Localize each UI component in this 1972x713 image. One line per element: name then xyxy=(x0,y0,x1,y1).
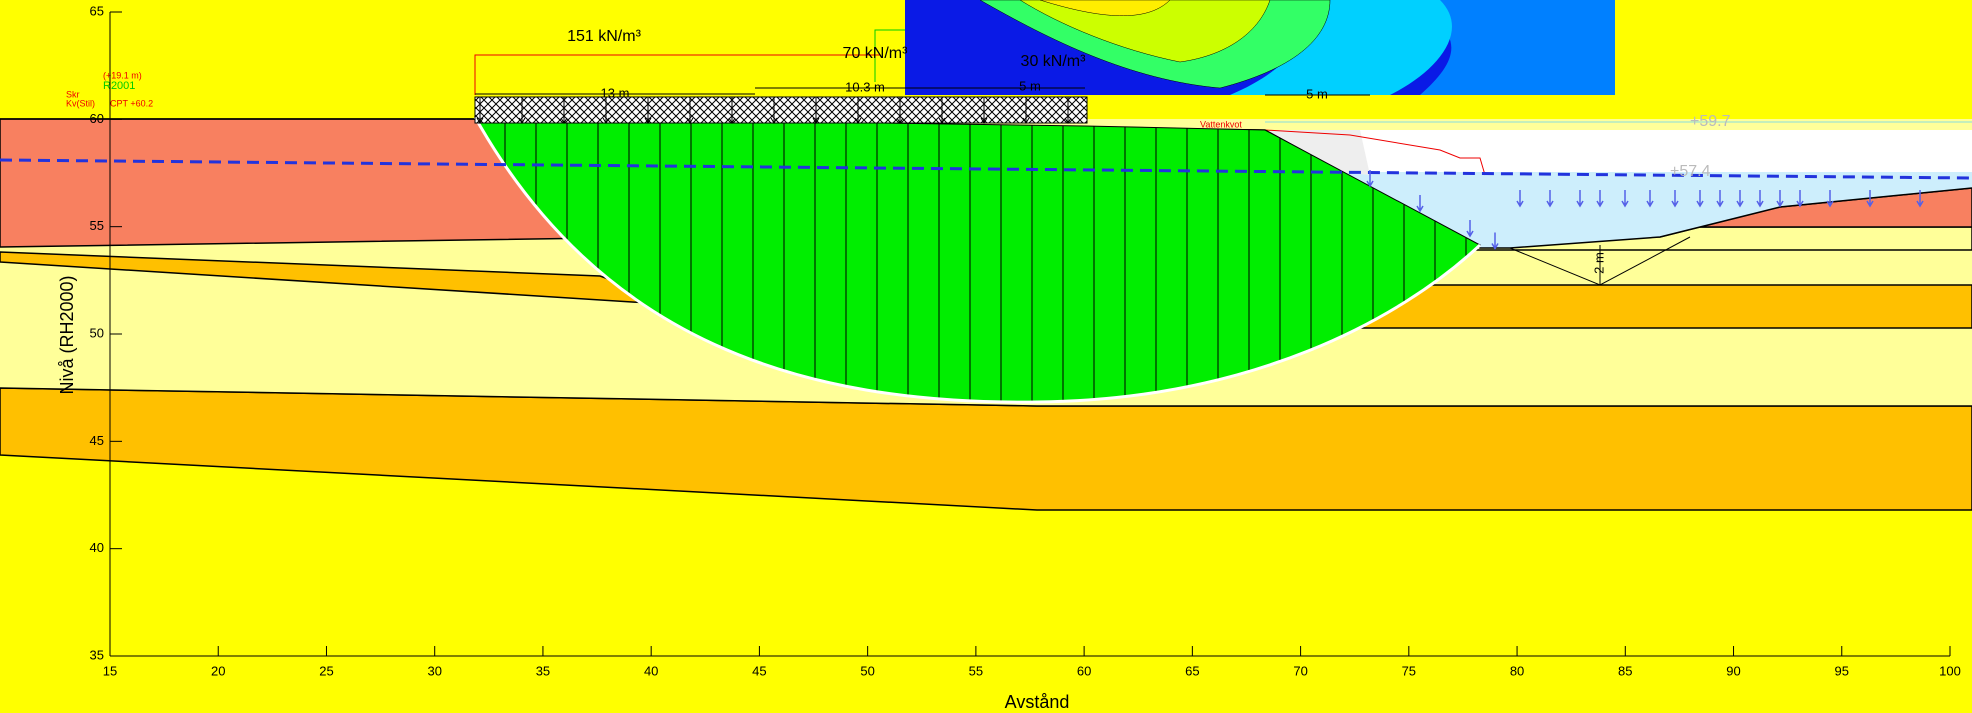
annotation: Vattenkvot xyxy=(1200,119,1242,129)
section-chart: 151 kN/m³ 70 kN/m³ 30 kN/m³ 13 m 10.3 m … xyxy=(0,0,1972,713)
y-axis-label: Nivå (RH2000) xyxy=(57,275,77,394)
x-tick-label: 100 xyxy=(1939,663,1961,678)
x-tick-label: 75 xyxy=(1402,663,1416,678)
annotation: 13 m xyxy=(601,85,630,100)
x-tick-label: 30 xyxy=(427,663,441,678)
x-tick-label: 65 xyxy=(1185,663,1199,678)
y-tick-label: 55 xyxy=(90,218,104,233)
x-tick-label: 15 xyxy=(103,663,117,678)
annotation: (+19.1 m) xyxy=(103,70,142,80)
y-tick-label: 50 xyxy=(90,325,104,340)
y-tick-label: 60 xyxy=(90,111,104,126)
annotation: 30 kN/m³ xyxy=(1021,53,1087,70)
annotation: Kv(Stil) xyxy=(66,98,95,108)
annotation: R2001 xyxy=(103,80,135,92)
x-tick-label: 45 xyxy=(752,663,766,678)
annotation: 2 m xyxy=(1591,252,1606,274)
x-tick-label: 25 xyxy=(319,663,333,678)
y-tick-label: 35 xyxy=(90,647,104,662)
annotation: +59.7 xyxy=(1690,113,1731,130)
x-tick-label: 20 xyxy=(211,663,225,678)
annotation: 70 kN/m³ xyxy=(843,45,909,62)
x-tick-label: 40 xyxy=(644,663,658,678)
x-tick-label: 95 xyxy=(1835,663,1849,678)
x-tick-label: 80 xyxy=(1510,663,1524,678)
x-tick-label: 50 xyxy=(860,663,874,678)
x-axis-label: Avstånd xyxy=(1005,692,1070,712)
x-tick-label: 70 xyxy=(1293,663,1307,678)
x-tick-label: 90 xyxy=(1726,663,1740,678)
annotation: +57.4 xyxy=(1670,163,1711,180)
page: {"chart_data": {"type": "section", "xlab… xyxy=(0,0,1972,713)
annotation: 5 m xyxy=(1306,86,1328,101)
x-tick-label: 35 xyxy=(536,663,550,678)
y-tick-label: 45 xyxy=(90,433,104,448)
orange-layer-right xyxy=(1360,285,1972,328)
annotation: 151 kN/m³ xyxy=(567,28,641,45)
y-tick-label: 65 xyxy=(90,3,104,18)
annotation: 5 m xyxy=(1019,78,1041,93)
x-tick-label: 85 xyxy=(1618,663,1632,678)
y-tick-label: 40 xyxy=(90,540,104,555)
annotation: 10.3 m xyxy=(845,79,885,94)
x-tick-label: 55 xyxy=(969,663,983,678)
contour-plot xyxy=(905,0,1615,95)
x-tick-label: 60 xyxy=(1077,663,1091,678)
annotation: CPT +60.2 xyxy=(110,98,153,108)
